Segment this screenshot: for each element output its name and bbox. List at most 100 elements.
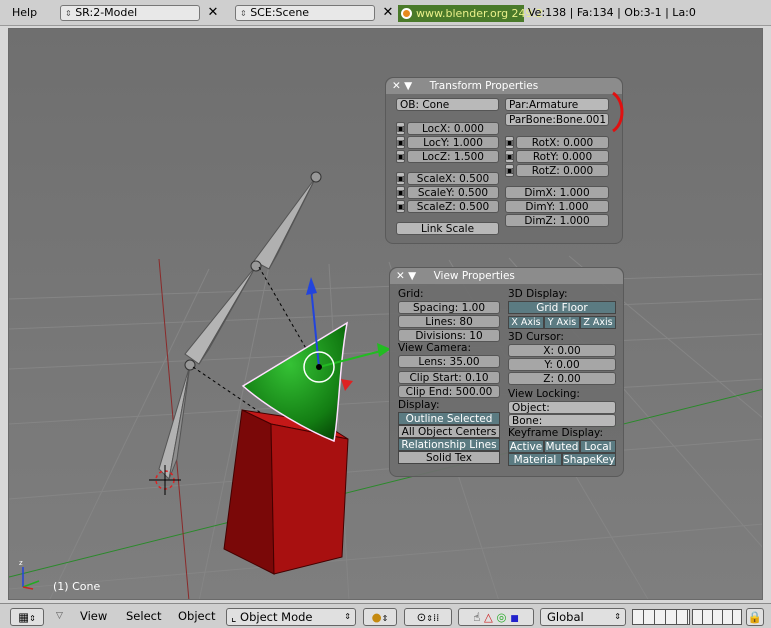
parent-field[interactable]: Par:Armature — [505, 98, 609, 111]
manipulator-toggles[interactable]: ☝ △ ◎ ■ — [458, 608, 534, 626]
hand-icon[interactable]: ☝ — [473, 610, 481, 624]
lock-icon[interactable]: ▣ — [396, 136, 405, 149]
panel-title-bar[interactable]: ✕ ▼ Transform Properties — [386, 78, 622, 94]
pivot-selector[interactable]: ⊙⇕⁞⁞ — [404, 608, 452, 626]
kf-active-toggle[interactable]: Active — [508, 440, 544, 453]
3d-display-label: 3D Display: — [508, 288, 568, 300]
relationship-line — [258, 266, 320, 372]
scale-z-field[interactable]: ScaleZ: 0.500 — [407, 200, 499, 213]
editor-type-selector[interactable]: ▦⇕ — [10, 608, 44, 626]
scale-icon[interactable]: ■ — [510, 614, 519, 624]
scene-selector[interactable]: ⇕ SCE:Scene — [235, 5, 375, 21]
clip-end-field[interactable]: Clip End: 500.00 — [398, 385, 500, 398]
scale-y-field[interactable]: ScaleY: 0.500 — [407, 186, 499, 199]
scene-stats: Ve:138 | Fa:134 | Ob:3-1 | La:0 — [528, 6, 696, 19]
loc-y-field[interactable]: LocY: 1.000 — [407, 136, 499, 149]
cursor-y-field[interactable]: Y: 0.00 — [508, 358, 616, 371]
object-name-field[interactable]: OB: Cone — [396, 98, 499, 111]
all-object-centers-toggle[interactable]: All Object Centers — [398, 425, 500, 438]
lock-icon[interactable]: ▣ — [505, 164, 514, 177]
updown-icon: ⇕ — [29, 614, 36, 623]
outline-selected-toggle[interactable]: Outline Selected — [398, 412, 500, 425]
loc-z-field[interactable]: LocZ: 1.500 — [407, 150, 499, 163]
lock-icon[interactable]: ▣ — [505, 150, 514, 163]
close-icon[interactable]: ✕ — [392, 80, 401, 92]
lock-icon[interactable]: ▣ — [396, 122, 405, 135]
cursor-z-field[interactable]: Z: 0.00 — [508, 372, 616, 385]
grid-floor-toggle[interactable]: Grid Floor — [508, 301, 616, 314]
grid-lines-field[interactable]: Lines: 80 — [398, 315, 500, 328]
lock-layers-icon[interactable]: 🔒 — [746, 608, 764, 626]
relationship-lines-toggle[interactable]: Relationship Lines — [398, 438, 500, 451]
delete-scene-button[interactable]: ✕ — [382, 5, 394, 20]
kf-local-toggle[interactable]: Local — [580, 440, 616, 453]
clip-start-field[interactable]: Clip Start: 0.10 — [398, 371, 500, 384]
rot-y-field[interactable]: RotY: 0.000 — [516, 150, 609, 163]
x-axis-line — [9, 388, 762, 578]
dim-y-field[interactable]: DimY: 1.000 — [505, 200, 609, 213]
grid-divisions-field[interactable]: Divisions: 10 — [398, 329, 500, 342]
collapse-icon[interactable]: ▼ — [408, 270, 417, 282]
object-mode-icon: ⌞ — [231, 610, 237, 624]
collapse-menu-icon[interactable]: ▽ — [56, 611, 63, 621]
url-text: www.blender.org 249.2 — [416, 7, 544, 20]
draw-type-selector[interactable]: ●⇕ — [363, 608, 397, 626]
mode-selector[interactable]: ⌞ Object Mode ⇕ — [226, 608, 356, 626]
view-properties-panel: ✕ ▼ View Properties Grid: Spacing: 1.00 … — [389, 267, 624, 477]
layer-buttons-2[interactable] — [692, 609, 742, 625]
lock-icon[interactable]: ▣ — [396, 150, 405, 163]
kf-material-toggle[interactable]: Material — [508, 453, 562, 466]
transform-properties-panel: ✕ ▼ Transform Properties OB: Cone Par:Ar… — [385, 77, 623, 244]
updown-icon: ⇕ — [65, 9, 72, 18]
orientation-selector[interactable]: Global ⇕ — [540, 608, 626, 626]
lock-icon[interactable]: ▣ — [505, 136, 514, 149]
kf-muted-toggle[interactable]: Muted — [544, 440, 580, 453]
delete-screen-button[interactable]: ✕ — [207, 5, 219, 20]
lock-icon[interactable]: ▣ — [396, 200, 405, 213]
screen-selector[interactable]: ⇕ SR:2-Model — [60, 5, 200, 21]
keyframe-display-label: Keyframe Display: — [508, 427, 603, 439]
translate-icon[interactable]: △ — [483, 610, 493, 624]
x-axis-toggle[interactable]: X Axis — [508, 316, 544, 329]
loc-x-field[interactable]: LocX: 0.000 — [407, 122, 499, 135]
solid-tex-toggle[interactable]: Solid Tex — [398, 451, 500, 464]
transform-manipulator[interactable] — [303, 277, 391, 391]
lock-icon[interactable]: ▣ — [396, 186, 405, 199]
layers-icon: ⁞⁞ — [432, 613, 440, 624]
lens-field[interactable]: Lens: 35.00 — [398, 355, 500, 368]
select-menu[interactable]: Select — [126, 609, 162, 623]
lock-bone-field[interactable]: Bone: — [508, 414, 616, 427]
view-camera-label: View Camera: — [398, 342, 471, 354]
armature[interactable] — [158, 171, 322, 481]
close-icon[interactable]: ✕ — [396, 270, 405, 282]
help-menu[interactable]: Help — [12, 6, 38, 19]
view-menu[interactable]: View — [80, 609, 108, 623]
3d-viewport[interactable]: z (1) Cone ✕ ▼ Transform Properties OB: … — [8, 28, 763, 600]
y-axis-toggle[interactable]: Y Axis — [544, 316, 580, 329]
rot-x-field[interactable]: RotX: 0.000 — [516, 136, 609, 149]
lock-icon[interactable]: ▣ — [396, 172, 405, 185]
view-locking-label: View Locking: — [508, 388, 580, 400]
collapse-icon[interactable]: ▼ — [404, 80, 413, 92]
lock-object-field[interactable]: Object: — [508, 401, 616, 414]
grid-icon: ▦ — [18, 610, 30, 624]
rot-z-field[interactable]: RotZ: 0.000 — [516, 164, 609, 177]
dim-x-field[interactable]: DimX: 1.000 — [505, 186, 609, 199]
parent-bone-field[interactable]: ParBone:Bone.001 — [505, 113, 609, 126]
panel-title-bar[interactable]: ✕ ▼ View Properties — [390, 268, 623, 284]
layer-buttons-1[interactable] — [632, 609, 690, 625]
3d-cursor-icon — [149, 465, 181, 495]
pivot-icon: ⊙ — [416, 610, 427, 624]
blender-logo-link[interactable]: www.blender.org 249.2 — [398, 5, 543, 22]
grid-spacing-field[interactable]: Spacing: 1.00 — [398, 301, 500, 314]
link-scale-button[interactable]: Link Scale — [396, 222, 499, 235]
kf-shapekey-toggle[interactable]: ShapeKey — [562, 453, 616, 466]
dim-z-field[interactable]: DimZ: 1.000 — [505, 214, 609, 227]
scale-x-field[interactable]: ScaleX: 0.500 — [407, 172, 499, 185]
rotate-icon[interactable]: ◎ — [496, 610, 507, 624]
updown-icon: ⇕ — [426, 614, 433, 623]
mode-label: Object Mode — [240, 610, 313, 624]
object-menu[interactable]: Object — [178, 609, 216, 623]
z-axis-toggle[interactable]: Z Axis — [580, 316, 616, 329]
cursor-x-field[interactable]: X: 0.00 — [508, 344, 616, 357]
